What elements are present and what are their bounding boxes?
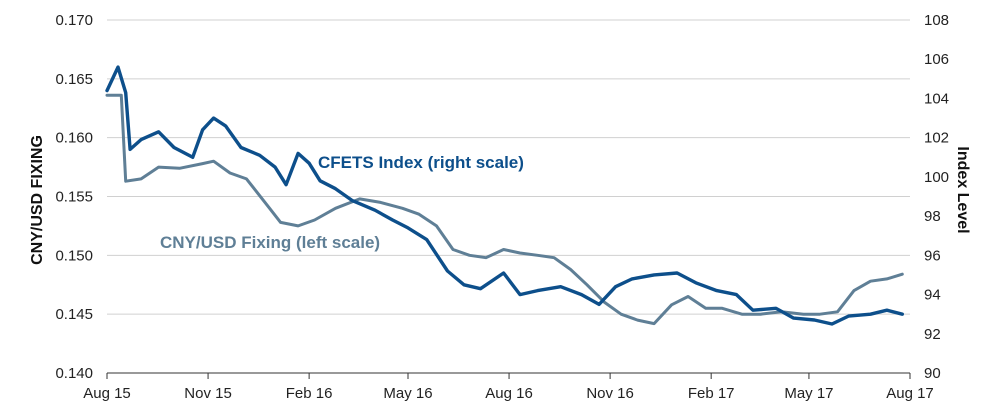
right-tick-label: 100 [924,169,949,186]
right-tick-label: 90 [924,365,941,382]
right-tick-label: 104 [924,90,949,107]
x-tick-label: Aug 15 [83,385,131,402]
left-tick-label: 0.140 [55,365,93,382]
x-tick-label: Nov 16 [586,385,634,402]
left-tick-label: 0.160 [55,130,93,147]
left-axis-ticks: 0.140 0.145 0.150 0.155 0.160 0.165 0.170 [55,12,93,382]
right-axis-ticks: 90 92 94 96 98 100 102 104 106 108 [924,12,949,382]
cfets-index-line [105,65,904,326]
right-tick-label: 94 [924,287,941,304]
right-axis-title: Index Level [954,146,971,233]
right-tick-label: 92 [924,326,941,343]
left-axis-title: CNY/USD FIXING [29,135,46,265]
right-tick-label: 98 [924,208,941,225]
x-tick-label: Aug 17 [886,385,934,402]
cfets-series-label: CFETS Index (right scale) [318,153,524,172]
left-tick-label: 0.170 [55,12,93,29]
x-tick-label: May 17 [784,385,833,402]
x-tick-label: Nov 15 [184,385,232,402]
cny-usd-series-label: CNY/USD Fixing (left scale) [160,233,380,252]
left-tick-label: 0.150 [55,247,93,264]
x-tick-label: May 16 [383,385,432,402]
x-tick-label: Feb 16 [286,385,333,402]
x-tick-label: Aug 16 [485,385,533,402]
x-axis-ticks: Aug 15 Nov 15 Feb 16 May 16 Aug 16 Nov 16 Feb … [83,373,934,402]
right-tick-label: 102 [924,130,949,147]
right-tick-label: 108 [924,12,949,29]
right-tick-label: 106 [924,51,949,68]
left-tick-label: 0.145 [55,306,93,323]
x-tick-label: Feb 17 [688,385,735,402]
gridlines [107,19,910,315]
series-lines [105,65,904,326]
left-tick-label: 0.165 [55,71,93,88]
left-tick-label: 0.155 [55,189,93,206]
cny-usd-fixing-line [105,93,904,326]
right-tick-label: 96 [924,247,941,264]
